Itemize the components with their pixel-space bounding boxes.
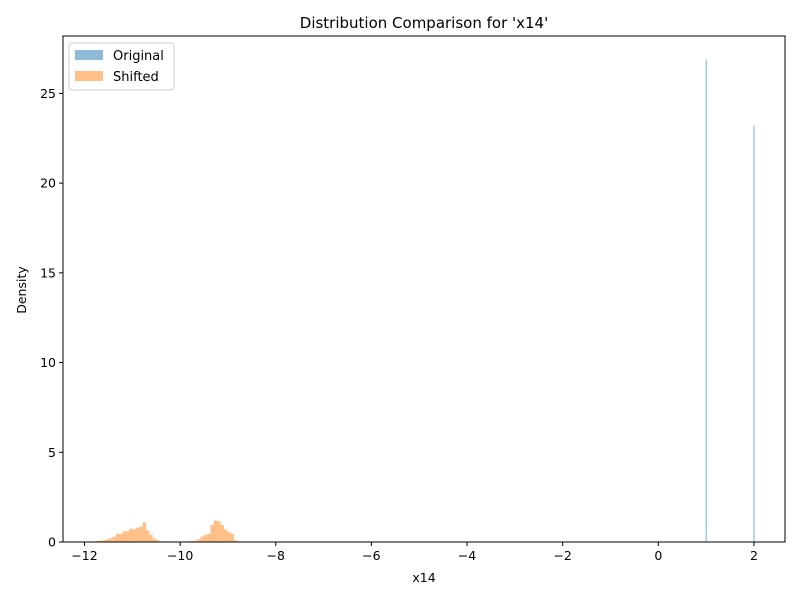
shifted-bar bbox=[190, 540, 194, 542]
x-axis-label: x14 bbox=[412, 570, 435, 585]
y-tick-label: 5 bbox=[48, 445, 56, 460]
shifted-bar bbox=[102, 540, 106, 542]
x-tick-label: 0 bbox=[654, 548, 662, 563]
y-tick-label: 25 bbox=[40, 86, 56, 101]
shifted-bar bbox=[230, 533, 234, 542]
shifted-bar bbox=[203, 534, 208, 542]
x-tick-label: 2 bbox=[750, 548, 758, 563]
bars-layer bbox=[95, 59, 755, 543]
shifted-bar bbox=[233, 540, 238, 542]
shifted-bar bbox=[129, 528, 133, 542]
shifted-bar bbox=[227, 532, 231, 542]
x-axis-ticks: −12 −10 −8 −6 −4 −2 0 2 bbox=[71, 542, 758, 563]
x-tick-label: −10 bbox=[167, 548, 193, 563]
shifted-bar bbox=[139, 526, 143, 542]
shifted-bar bbox=[145, 530, 150, 542]
shifted-bar bbox=[207, 533, 211, 542]
y-axis-label: Density bbox=[14, 266, 29, 314]
plot-frame bbox=[62, 35, 786, 543]
shifted-bar bbox=[210, 524, 214, 542]
y-axis-ticks: 0 5 10 15 20 25 bbox=[40, 86, 63, 550]
x-tick-label: −4 bbox=[458, 548, 476, 563]
shifted-bar bbox=[135, 527, 140, 542]
shifted-bar bbox=[197, 539, 201, 542]
shifted-bar bbox=[132, 529, 136, 542]
shifted-bar bbox=[99, 540, 103, 542]
y-tick-label: 10 bbox=[40, 355, 56, 370]
legend-swatch-shifted bbox=[75, 71, 103, 81]
x-tick-label: −2 bbox=[553, 548, 571, 563]
shifted-bar bbox=[152, 538, 156, 542]
legend-label-original: Original bbox=[113, 49, 164, 64]
shifted-bar bbox=[122, 531, 126, 542]
shifted-bar bbox=[115, 533, 120, 542]
shifted-bar bbox=[142, 522, 146, 542]
shifted-bar bbox=[220, 524, 224, 542]
x-tick-label: −8 bbox=[267, 548, 285, 563]
shifted-bar bbox=[217, 521, 221, 542]
legend-swatch-original bbox=[75, 50, 103, 60]
original-bar bbox=[705, 59, 707, 543]
shifted-bar bbox=[125, 531, 130, 542]
x-tick-label: −12 bbox=[71, 548, 97, 563]
shifted-bar bbox=[105, 539, 110, 542]
shifted-bar bbox=[109, 538, 113, 542]
y-tick-label: 15 bbox=[40, 265, 56, 280]
x-tick-label: −6 bbox=[362, 548, 380, 563]
shifted-bar bbox=[119, 533, 123, 542]
shifted-bar bbox=[155, 540, 160, 542]
shifted-bar bbox=[223, 529, 228, 542]
shifted-bar bbox=[149, 534, 153, 542]
shifted-bar bbox=[193, 540, 198, 542]
shifted-bar bbox=[213, 520, 218, 542]
shifted-bar bbox=[200, 536, 204, 542]
y-tick-label: 20 bbox=[40, 176, 56, 191]
y-tick-label: 0 bbox=[48, 535, 56, 550]
original-bar bbox=[753, 125, 755, 542]
chart-title: Distribution Comparison for 'x14' bbox=[300, 14, 548, 32]
legend-label-shifted: Shifted bbox=[113, 70, 159, 85]
legend: Original Shifted bbox=[68, 42, 175, 91]
shifted-bar bbox=[112, 536, 116, 542]
